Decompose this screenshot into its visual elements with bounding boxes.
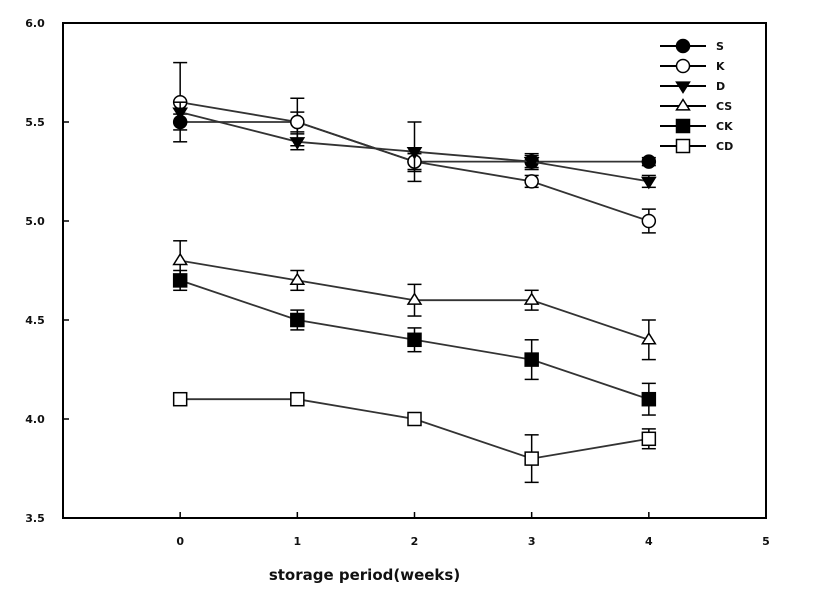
marker-s <box>641 154 657 169</box>
marker-cs <box>289 272 306 286</box>
marker-cs <box>640 331 657 345</box>
series-cd <box>172 391 657 484</box>
marker-cd <box>290 391 305 407</box>
marker-k <box>641 213 657 229</box>
x-tick-label: 5 <box>762 535 770 548</box>
x-tick-label: 4 <box>645 535 653 548</box>
y-tick-label: 3.5 <box>25 512 45 525</box>
legend: SKD CS CK CD <box>660 38 733 154</box>
marker-d <box>289 137 306 150</box>
y-tick-label: 5.0 <box>25 215 45 228</box>
marker-cd <box>407 411 422 427</box>
marker-ck <box>407 332 422 348</box>
x-axis-title: storage period(weeks) <box>269 566 460 584</box>
marker-cs <box>406 292 423 305</box>
y-tick-label: 6.0 <box>25 17 45 30</box>
series-ck <box>172 269 657 416</box>
marker-d <box>172 107 189 121</box>
marker-ck <box>641 391 657 407</box>
legend-label-d: D <box>716 80 725 93</box>
marker-cd <box>524 451 539 466</box>
marker-d <box>406 147 423 160</box>
legend-label-k: K <box>716 60 725 73</box>
marker-k <box>675 58 691 74</box>
legend-label-cs: CS <box>716 100 732 113</box>
marker-ck <box>290 312 305 328</box>
y-tick-label: 4.0 <box>25 413 45 426</box>
x-tick-label: 0 <box>176 535 184 548</box>
plot-frame <box>62 22 767 519</box>
series-d <box>172 101 657 190</box>
legend-label-s: S <box>716 40 724 53</box>
marker-cs <box>523 292 540 305</box>
legend-label-ck: CK <box>716 120 733 133</box>
legend-label-cd: CD <box>716 140 733 153</box>
marker-cd <box>675 138 691 154</box>
marker-ck <box>172 273 188 288</box>
marker-d <box>640 176 657 190</box>
marker-k <box>290 114 305 130</box>
marker-cd <box>172 391 188 407</box>
marker-d <box>675 81 691 94</box>
marker-cd <box>641 431 657 447</box>
marker-ck <box>524 352 539 367</box>
marker-ck <box>675 118 691 134</box>
y-tick-label: 5.5 <box>25 116 45 129</box>
series-cs <box>172 240 657 361</box>
y-tick-label: 4.5 <box>25 314 45 327</box>
x-tick-label: 3 <box>528 535 536 548</box>
x-tick-label: 1 <box>294 535 302 548</box>
marker-s <box>675 38 691 54</box>
marker-cs <box>172 252 189 266</box>
marker-d <box>523 156 540 170</box>
series-line-cd <box>180 398 649 460</box>
x-tick-label: 2 <box>411 535 419 548</box>
marker-k <box>524 174 539 189</box>
marker-cs <box>675 98 691 111</box>
